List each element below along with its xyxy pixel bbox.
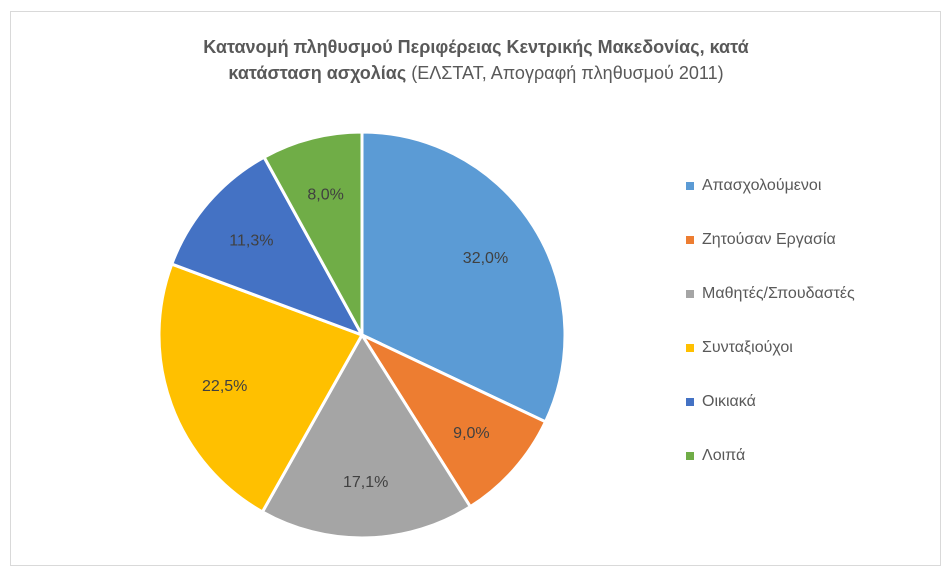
pie-slice-4 bbox=[169, 155, 366, 338]
legend-label-5: Λοιπά bbox=[702, 446, 746, 464]
legend-item-5: Λοιπά bbox=[686, 442, 855, 469]
legend: Απασχολούμενοι Ζητούσαν Εργασία Μαθητές/Σπ… bbox=[686, 172, 855, 496]
slice-label-0: 32,0% bbox=[463, 250, 508, 267]
pie-slice-5 bbox=[262, 130, 364, 336]
pie-slice-1 bbox=[357, 331, 548, 509]
legend-item-2: Μαθητές/Σπουδαστές bbox=[686, 280, 855, 307]
legend-label-2: Μαθητές/Σπουδαστές bbox=[702, 284, 855, 302]
slice-label-4: 11,3% bbox=[229, 232, 273, 249]
legend-swatch-0 bbox=[686, 181, 694, 190]
legend-swatch-3 bbox=[686, 343, 694, 352]
pie-slice-0 bbox=[360, 130, 567, 424]
legend-swatch-5 bbox=[686, 451, 694, 460]
legend-item-0: Απασχολούμενοι bbox=[686, 172, 855, 199]
legend-label-4: Οικιακά bbox=[702, 392, 756, 410]
slice-label-1: 9,0% bbox=[453, 425, 489, 442]
legend-swatch-4 bbox=[686, 397, 694, 406]
slice-label-3: 22,5% bbox=[202, 378, 247, 395]
legend-item-1: Ζητούσαν Εργασία bbox=[686, 226, 855, 253]
slice-label-5: 8,0% bbox=[307, 186, 343, 203]
chart-title-normal-part: (ΕΛΣΤΑΤ, Απογραφή πληθυσμού 2011) bbox=[406, 63, 724, 83]
legend-item-4: Οικιακά bbox=[686, 388, 855, 415]
chart-title-line2: κατάσταση ασχολίας (ΕΛΣΤΑΤ, Απογραφή πλη… bbox=[0, 60, 952, 86]
legend-swatch-2 bbox=[686, 289, 694, 298]
chart-title-line1: Κατανομή πληθυσμού Περιφέρειας Κεντρικής… bbox=[203, 37, 749, 57]
legend-label-1: Ζητούσαν Εργασία bbox=[702, 230, 836, 248]
chart-title: Κατανομή πληθυσμού Περιφέρειας Κεντρικής… bbox=[0, 34, 952, 86]
chart-title-bold-part: κατάσταση ασχολίας bbox=[228, 63, 407, 83]
legend-label-3: Συνταξιούχοι bbox=[702, 338, 793, 356]
pie-slice-2 bbox=[260, 332, 473, 540]
slice-label-2: 17,1% bbox=[343, 474, 388, 491]
pie-slice-3 bbox=[157, 262, 365, 514]
legend-label-0: Απασχολούμενοι bbox=[702, 176, 822, 194]
legend-item-3: Συνταξιούχοι bbox=[686, 334, 855, 361]
legend-swatch-1 bbox=[686, 235, 694, 244]
